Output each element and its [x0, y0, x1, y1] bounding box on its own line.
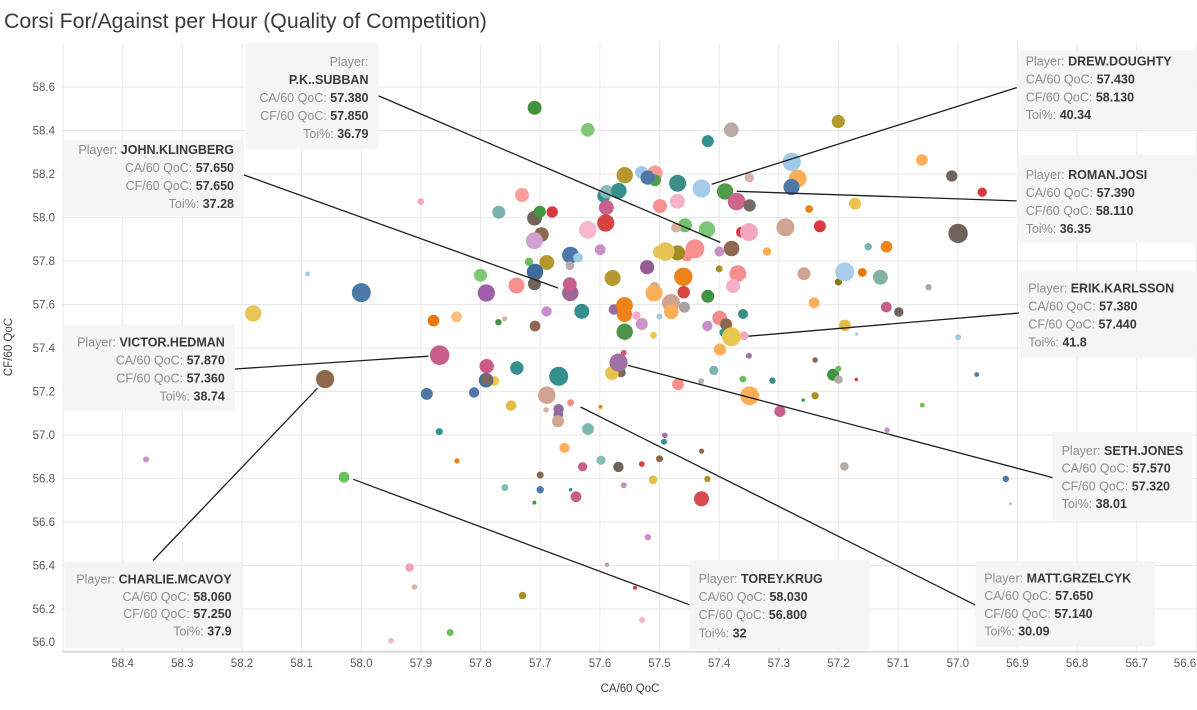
svg-text:Toi%: 38.74: Toi%: 38.74: [159, 390, 224, 404]
svg-text:56.6: 56.6: [1174, 658, 1196, 670]
svg-text:57.6: 57.6: [33, 300, 55, 312]
svg-text:Toi%: 37.9: Toi%: 37.9: [173, 624, 231, 638]
svg-text:58.0: 58.0: [350, 658, 372, 670]
svg-text:57.0: 57.0: [33, 430, 55, 442]
svg-text:CA/60 QoC: 58.060: CA/60 QoC: 58.060: [122, 590, 231, 604]
svg-text:Player: TOREY.KRUG: Player: TOREY.KRUG: [699, 572, 823, 586]
svg-text:56.6: 56.6: [33, 517, 55, 529]
svg-text:Toi%: 40.34: Toi%: 40.34: [1026, 108, 1091, 122]
svg-text:57.4: 57.4: [708, 658, 731, 670]
svg-text:58.0: 58.0: [33, 213, 55, 225]
svg-text:57.2: 57.2: [33, 387, 55, 399]
svg-text:57.9: 57.9: [410, 658, 432, 670]
svg-text:CA/60 QoC: 57.380: CA/60 QoC: 57.380: [259, 91, 368, 105]
svg-text:Player: JOHN.KLINGBERG: Player: JOHN.KLINGBERG: [78, 143, 234, 157]
svg-text:Toi%: 38.01: Toi%: 38.01: [1062, 497, 1127, 511]
svg-text:57.6: 57.6: [589, 658, 611, 670]
svg-text:Toi%: 41.8: Toi%: 41.8: [1028, 336, 1086, 350]
svg-text:57.1: 57.1: [887, 658, 909, 670]
svg-text:57.0: 57.0: [947, 658, 969, 670]
svg-text:58.1: 58.1: [290, 658, 312, 670]
svg-text:57.7: 57.7: [529, 658, 551, 670]
svg-text:57.2: 57.2: [827, 658, 849, 670]
svg-text:58.2: 58.2: [33, 169, 55, 181]
svg-text:CA/60 QoC: 57.650: CA/60 QoC: 57.650: [125, 161, 234, 175]
svg-text:Player: VICTOR.HEDMAN: Player: VICTOR.HEDMAN: [77, 336, 225, 350]
svg-text:Toi%: 36.35: Toi%: 36.35: [1026, 222, 1091, 236]
svg-text:CF/60 QoC: 56.800: CF/60 QoC: 56.800: [699, 608, 807, 622]
svg-text:CA/60 QoC: 58.030: CA/60 QoC: 58.030: [699, 590, 808, 604]
svg-text:57.4: 57.4: [33, 343, 56, 355]
svg-text:56.9: 56.9: [1006, 658, 1028, 670]
svg-text:CA/60 QoC: 57.870: CA/60 QoC: 57.870: [116, 354, 225, 368]
svg-text:Player: ERIK.KARLSSON: Player: ERIK.KARLSSON: [1028, 282, 1174, 296]
svg-text:CA/60 QoC: CA/60 QoC: [601, 683, 660, 695]
svg-text:Player: ROMAN.JOSI: Player: ROMAN.JOSI: [1026, 168, 1148, 182]
svg-text:Player:: Player:: [330, 55, 369, 69]
svg-text:56.8: 56.8: [1066, 658, 1088, 670]
svg-text:CF/60 QoC: 57.320: CF/60 QoC: 57.320: [1062, 479, 1170, 493]
svg-text:Toi%: 30.09: Toi%: 30.09: [984, 625, 1049, 639]
svg-text:CF/60 QoC: CF/60 QoC: [3, 318, 15, 376]
svg-text:P.K..SUBBAN: P.K..SUBBAN: [289, 73, 369, 87]
svg-text:CA/60 QoC: 57.570: CA/60 QoC: 57.570: [1062, 462, 1171, 476]
svg-text:56.4: 56.4: [33, 561, 56, 573]
svg-text:56.0: 56.0: [33, 637, 55, 649]
svg-text:CF/60 QoC: 57.650: CF/60 QoC: 57.650: [126, 179, 234, 193]
svg-text:CF/60 QoC: 57.140: CF/60 QoC: 57.140: [984, 607, 1092, 621]
svg-text:CF/60 QoC: 58.130: CF/60 QoC: 58.130: [1026, 90, 1134, 104]
svg-text:57.5: 57.5: [648, 658, 670, 670]
svg-text:CA/60 QoC: 57.380: CA/60 QoC: 57.380: [1028, 300, 1137, 314]
svg-text:56.7: 56.7: [1126, 658, 1148, 670]
svg-text:Player: SETH.JONES: Player: SETH.JONES: [1062, 444, 1184, 458]
svg-text:CF/60 QoC: 58.110: CF/60 QoC: 58.110: [1026, 204, 1134, 218]
svg-text:57.3: 57.3: [768, 658, 790, 670]
svg-text:CF/60 QoC: 57.850: CF/60 QoC: 57.850: [260, 109, 368, 123]
svg-text:CF/60 QoC: 57.440: CF/60 QoC: 57.440: [1028, 318, 1136, 332]
svg-text:CA/60 QoC: 57.390: CA/60 QoC: 57.390: [1026, 186, 1135, 200]
svg-text:CA/60 QoC: 57.430: CA/60 QoC: 57.430: [1026, 73, 1135, 87]
svg-text:56.8: 56.8: [33, 474, 55, 486]
svg-text:Player: MATT.GRZELCYK: Player: MATT.GRZELCYK: [984, 571, 1131, 585]
svg-text:Toi%: 36.79: Toi%: 36.79: [303, 127, 368, 141]
svg-text:CF/60 QoC: 57.360: CF/60 QoC: 57.360: [116, 372, 224, 386]
svg-text:CA/60 QoC: 57.650: CA/60 QoC: 57.650: [984, 589, 1093, 603]
svg-text:58.2: 58.2: [231, 658, 253, 670]
svg-text:Player: DREW.DOUGHTY: Player: DREW.DOUGHTY: [1026, 55, 1173, 69]
svg-text:Player: CHARLIE.MCAVOY: Player: CHARLIE.MCAVOY: [76, 573, 232, 587]
svg-text:Toi%: 32: Toi%: 32: [699, 626, 747, 640]
svg-text:58.4: 58.4: [112, 658, 135, 670]
svg-text:58.4: 58.4: [33, 126, 56, 138]
svg-text:57.8: 57.8: [33, 256, 55, 268]
svg-text:CF/60 QoC: 57.250: CF/60 QoC: 57.250: [123, 607, 231, 621]
svg-text:56.2: 56.2: [33, 604, 55, 616]
svg-text:58.3: 58.3: [171, 658, 193, 670]
svg-text:Corsi For/Against per Hour (Qu: Corsi For/Against per Hour (Quality of C…: [4, 9, 487, 33]
svg-text:Toi%: 37.28: Toi%: 37.28: [169, 197, 234, 211]
svg-text:57.8: 57.8: [469, 658, 491, 670]
svg-text:58.6: 58.6: [33, 82, 55, 94]
